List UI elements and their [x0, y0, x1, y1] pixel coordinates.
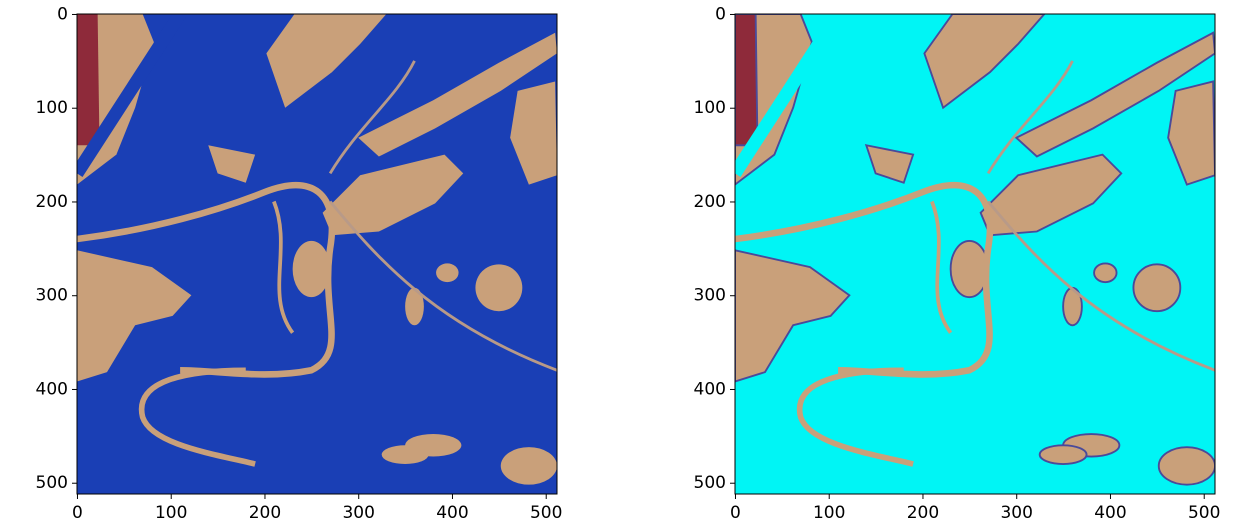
x-tick-label: 100	[155, 503, 187, 523]
y-tick-label: 100	[694, 98, 726, 118]
axes-frame	[76, 13, 558, 495]
x-tick-label: 200	[249, 503, 281, 523]
y-tick-label: 100	[36, 98, 68, 118]
y-tick-label: 0	[57, 4, 68, 24]
y-tick-label: 400	[36, 379, 68, 399]
x-tick-label: 400	[1094, 503, 1126, 523]
x-tick-label: 500	[1188, 503, 1220, 523]
x-tick-label: 300	[1000, 503, 1032, 523]
image	[77, 14, 558, 495]
y-tick-label: 0	[715, 4, 726, 24]
x-tick-label: 300	[342, 503, 374, 523]
x-tick-label: 500	[530, 503, 562, 523]
x-tick-label: 100	[813, 503, 845, 523]
x-tick-label: 0	[72, 503, 83, 523]
y-tick-label: 500	[36, 473, 68, 493]
y-tick-label: 200	[694, 192, 726, 212]
y-tick-label: 200	[36, 192, 68, 212]
y-tick-label: 300	[36, 286, 68, 306]
y-tick-label: 500	[694, 473, 726, 493]
y-tick-label: 400	[694, 379, 726, 399]
x-tick-label: 200	[907, 503, 939, 523]
image	[735, 14, 1215, 495]
y-tick-label: 300	[694, 286, 726, 306]
x-tick-label: 0	[730, 503, 741, 523]
axes-frame	[734, 13, 1216, 495]
x-tick-label: 400	[436, 503, 468, 523]
